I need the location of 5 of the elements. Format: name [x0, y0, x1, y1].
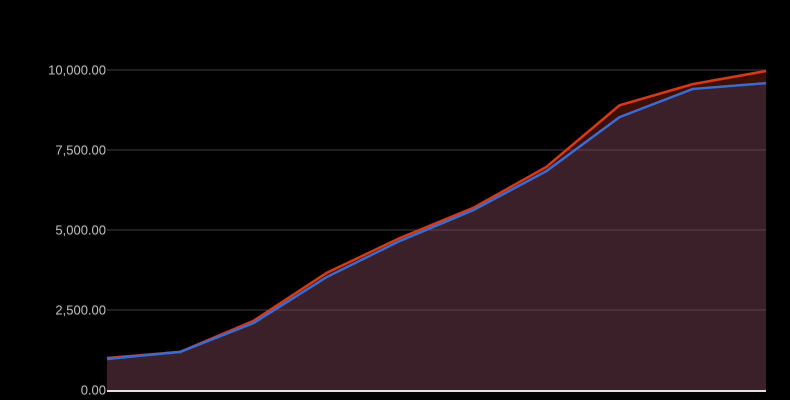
y-tick-label: 10,000.00 — [48, 62, 106, 78]
y-tick-label: 2,500.00 — [55, 302, 106, 318]
y-tick-label: 7,500.00 — [55, 142, 106, 158]
y-tick-label: 5,000.00 — [55, 222, 106, 238]
y-tick-label: 0.00 — [80, 382, 106, 398]
